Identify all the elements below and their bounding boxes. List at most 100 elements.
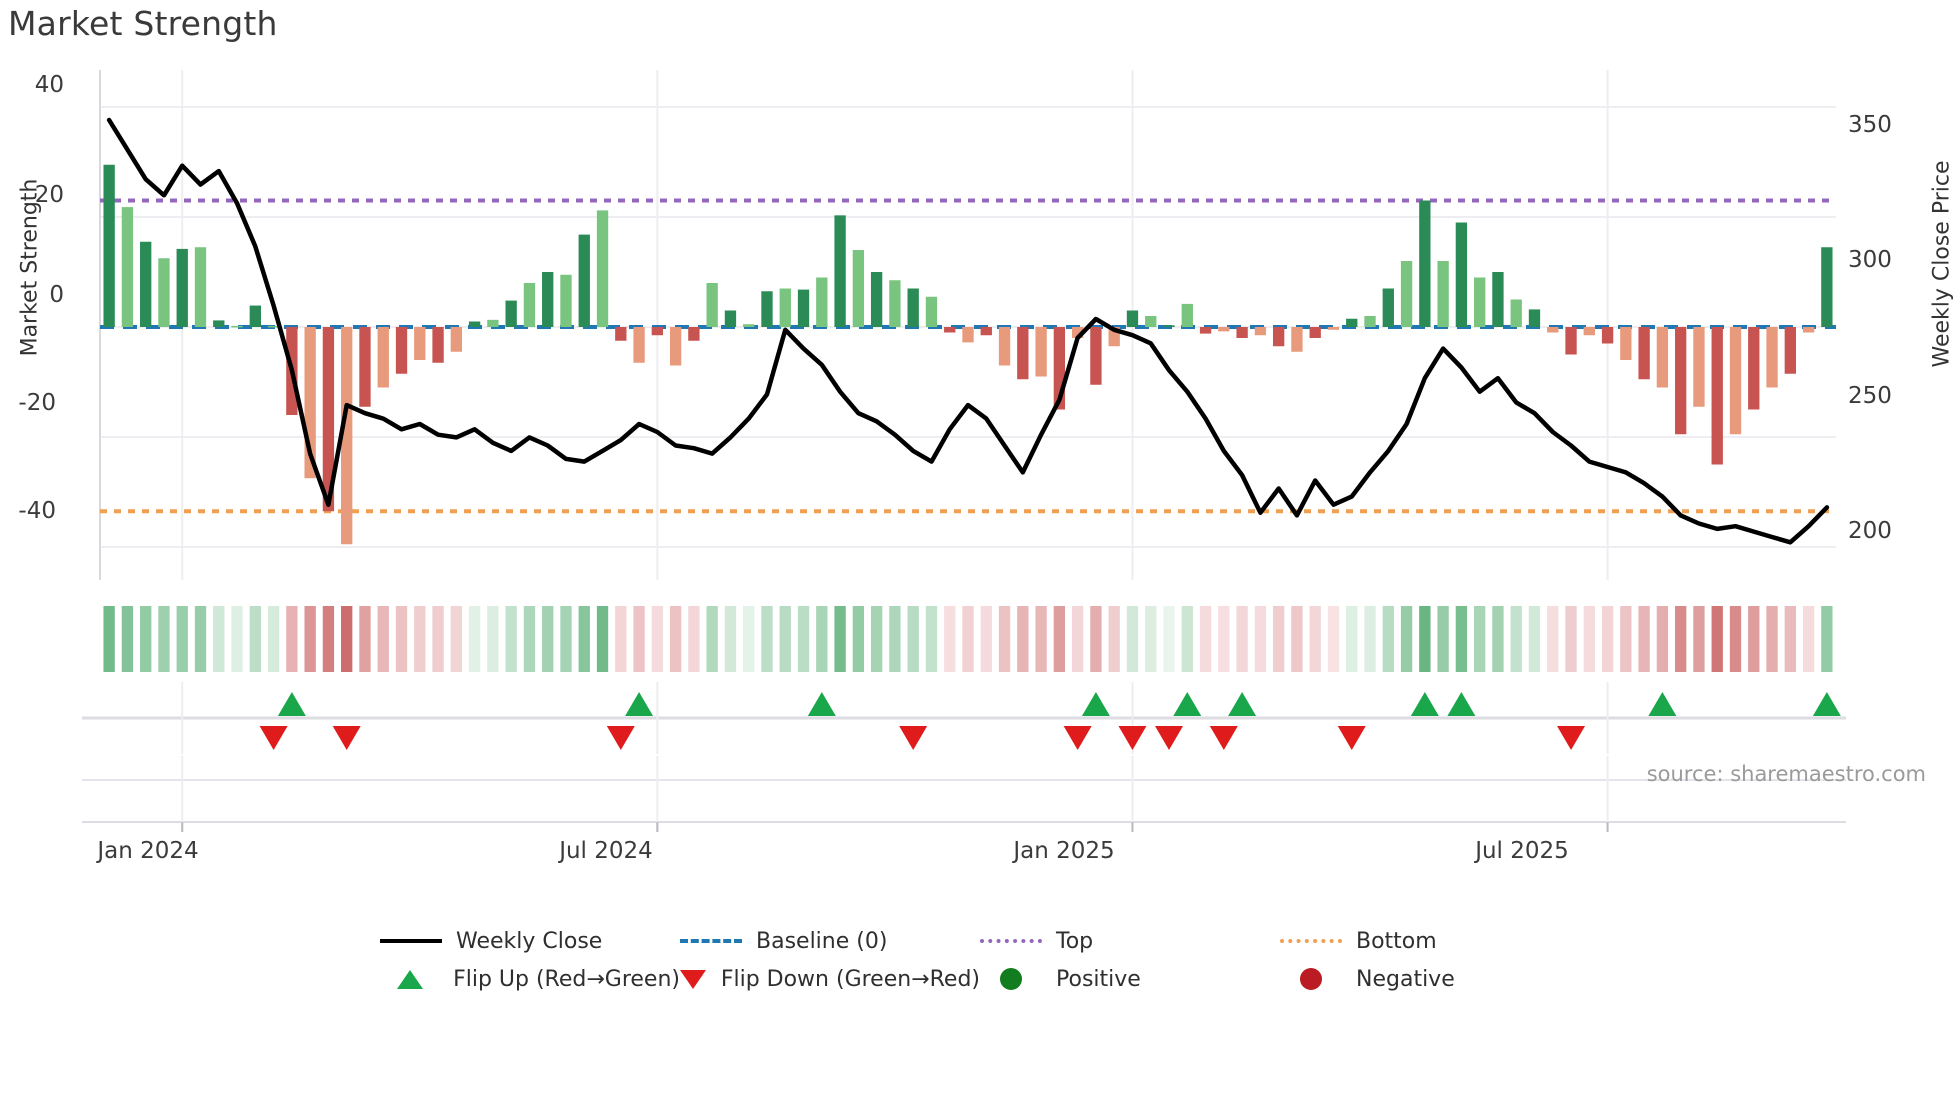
- heatmap-cell: [1711, 606, 1723, 672]
- heatmap-cell: [980, 606, 992, 672]
- heatmap-cell: [1346, 606, 1358, 672]
- y-tick-right-0: 350: [1848, 112, 1892, 138]
- strength-bar: [1108, 327, 1120, 347]
- strength-bar: [1163, 325, 1175, 327]
- strength-bar: [1218, 327, 1230, 332]
- heatmap-cell: [1821, 606, 1833, 672]
- strength-bar: [1656, 327, 1669, 388]
- strength-bar: [432, 327, 444, 363]
- heatmap-cell: [724, 606, 737, 672]
- legend-item-weekly-close[interactable]: Weekly Close: [380, 929, 680, 954]
- strength-bar: [176, 248, 188, 327]
- strength-bar: [1565, 327, 1577, 355]
- strength-bar: [852, 250, 865, 327]
- strength-bar: [1583, 327, 1595, 336]
- heatmap-cell: [761, 606, 773, 672]
- heatmap-cell: [1473, 606, 1486, 672]
- heatmap-cell: [1017, 606, 1029, 672]
- heatmap-cell: [505, 606, 517, 672]
- strength-bar: [1729, 327, 1742, 435]
- heatmap-cell: [797, 606, 810, 672]
- strength-bar: [980, 327, 992, 336]
- heatmap-cell: [1126, 606, 1139, 672]
- legend-label: Top: [1056, 928, 1094, 954]
- heatmap-cell: [633, 606, 645, 672]
- positive-circle-icon: [980, 968, 1042, 990]
- strength-bar: [706, 283, 718, 327]
- page-title: Market Strength: [8, 4, 278, 43]
- heatmap-cell: [1181, 606, 1193, 672]
- y-tick-right-3: 200: [1848, 518, 1892, 544]
- heatmap-cell: [1199, 606, 1212, 672]
- strength-bar: [1455, 222, 1468, 327]
- legend-item-positive[interactable]: Positive: [980, 967, 1280, 992]
- flip-up-marker-icon: [1228, 692, 1257, 716]
- strength-bar: [304, 327, 316, 479]
- heatmap-cell: [1583, 606, 1595, 672]
- legend-item-baseline[interactable]: Baseline (0): [680, 929, 980, 954]
- strength-bar: [103, 164, 115, 327]
- strength-bar: [322, 327, 335, 512]
- heatmap-cell: [1071, 606, 1084, 672]
- legend-item-flip-up[interactable]: Flip Up (Red→Green): [380, 967, 680, 992]
- heatmap-cell: [779, 606, 791, 672]
- strength-bar: [1510, 299, 1522, 327]
- legend-item-bottom[interactable]: Bottom: [1280, 929, 1580, 954]
- strength-bar: [962, 327, 974, 343]
- strength-bar: [1090, 327, 1102, 385]
- strength-bar: [633, 327, 645, 363]
- heatmap-cell: [596, 606, 609, 672]
- strength-bar: [578, 234, 590, 327]
- heatmap-cell: [1729, 606, 1742, 672]
- strength-bar: [1638, 327, 1650, 380]
- y-tick-right-2: 250: [1848, 383, 1892, 409]
- legend-item-top[interactable]: Top: [980, 929, 1280, 954]
- flip-down-marker-icon: [1118, 726, 1147, 750]
- strength-bar: [816, 277, 828, 327]
- strength-bar: [1675, 327, 1687, 435]
- heatmap-cell: [852, 606, 865, 672]
- heatmap-cell: [1656, 606, 1669, 672]
- heatmap-cell: [615, 606, 627, 672]
- heatmap-cell: [1236, 606, 1248, 672]
- strength-bar: [1181, 303, 1193, 327]
- flip-down-marker-icon: [332, 726, 361, 750]
- strength-bar: [267, 325, 280, 328]
- legend-item-flip-down[interactable]: Flip Down (Green→Red): [680, 967, 980, 992]
- heatmap-cell: [231, 606, 243, 672]
- legend-item-negative[interactable]: Negative: [1280, 967, 1580, 992]
- strength-bar: [359, 327, 371, 407]
- strength-bar: [1473, 277, 1486, 327]
- flip-up-marker-icon: [1648, 692, 1677, 716]
- strength-bar: [1254, 327, 1267, 336]
- heatmap-cell: [962, 606, 974, 672]
- strength-bar: [834, 215, 846, 327]
- strength-bar: [1236, 327, 1248, 338]
- strength-bar: [1748, 327, 1760, 410]
- heatmap-cell: [322, 606, 335, 672]
- heatmap-cell: [523, 606, 536, 672]
- strength-bar: [1291, 327, 1303, 352]
- flip-down-marker-icon: [606, 726, 635, 750]
- heatmap-cell: [1108, 606, 1120, 672]
- strength-bar: [651, 327, 664, 336]
- strength-bar: [1601, 327, 1614, 344]
- y-tick-left-2: 0: [49, 282, 64, 308]
- strength-bar: [1419, 200, 1431, 327]
- flip-up-marker-icon: [807, 692, 836, 716]
- heatmap-cell: [870, 606, 883, 672]
- heatmap-cell: [1510, 606, 1522, 672]
- legend-label: Baseline (0): [756, 928, 888, 954]
- strength-bar: [194, 247, 207, 327]
- strength-bar: [870, 272, 883, 327]
- heatmap-cell: [341, 606, 353, 672]
- heatmap-cell: [578, 606, 590, 672]
- bottom-dotted-line-icon: [1280, 930, 1342, 952]
- heatmap-cell: [1620, 606, 1632, 672]
- strength-bar: [907, 288, 919, 327]
- heatmap-cell: [998, 606, 1011, 672]
- heatmap-cell: [249, 606, 261, 672]
- heatmap-cell: [542, 606, 554, 672]
